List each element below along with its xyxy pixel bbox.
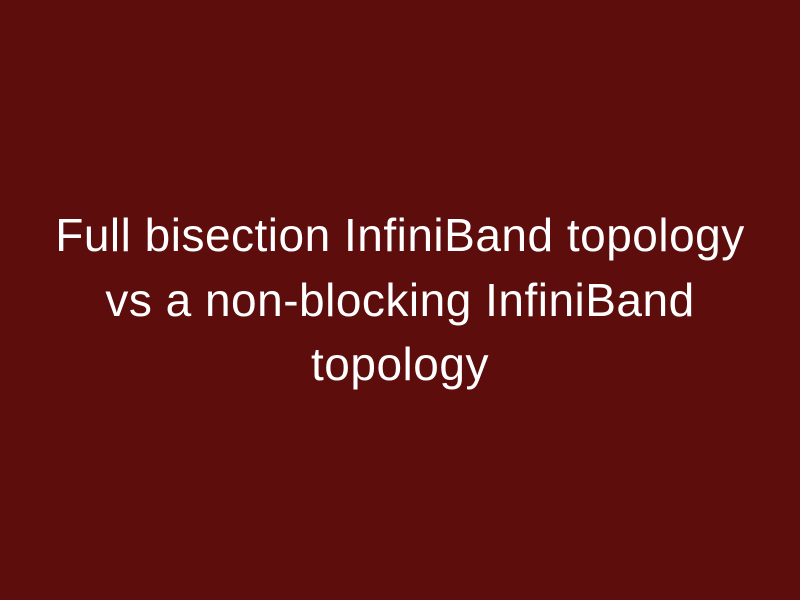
page-title: Full bisection InfiniBand topology vs a … [40,203,760,396]
title-card: Full bisection InfiniBand topology vs a … [0,203,800,396]
